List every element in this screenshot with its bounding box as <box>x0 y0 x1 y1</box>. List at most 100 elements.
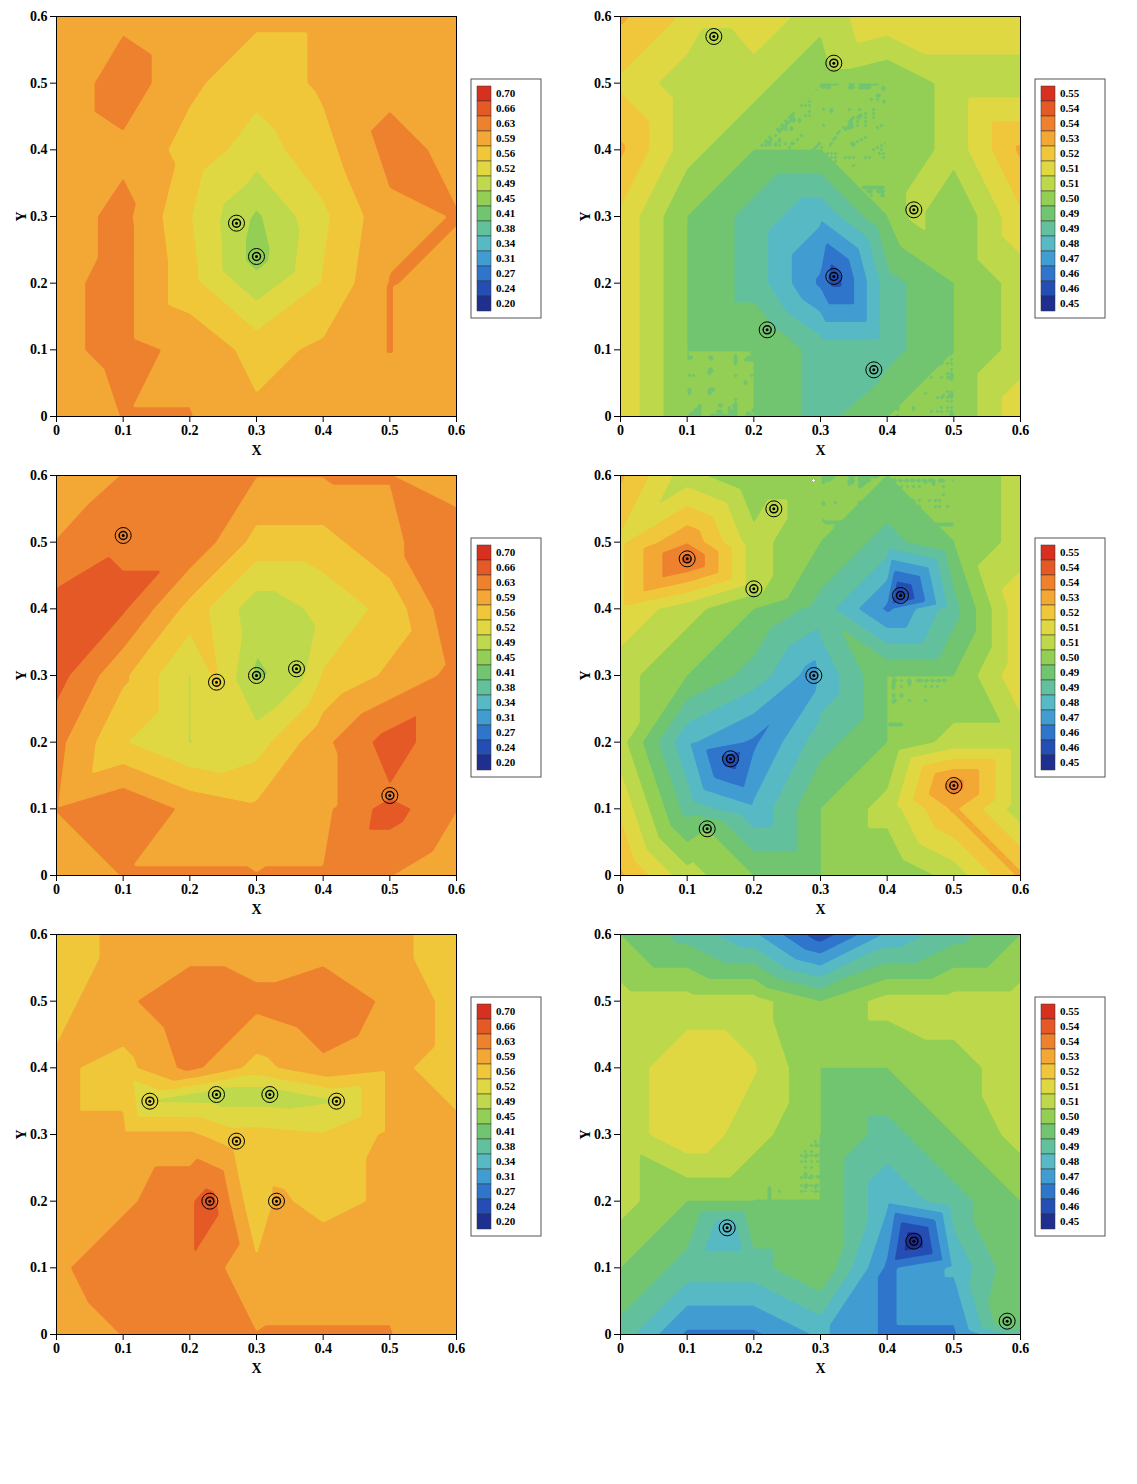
svg-text:0.70: 0.70 <box>496 1005 516 1017</box>
svg-text:0.31: 0.31 <box>496 711 515 723</box>
svg-text:0: 0 <box>53 1341 60 1356</box>
svg-text:0.41: 0.41 <box>496 666 515 678</box>
svg-text:0.59: 0.59 <box>496 132 516 144</box>
svg-text:0.2: 0.2 <box>181 423 199 438</box>
svg-text:0.52: 0.52 <box>496 1080 516 1092</box>
svg-text:0.20: 0.20 <box>496 756 516 768</box>
svg-text:0.4: 0.4 <box>314 1341 332 1356</box>
svg-text:0.66: 0.66 <box>496 1020 516 1032</box>
svg-text:X: X <box>251 443 261 458</box>
svg-text:0.24: 0.24 <box>496 741 516 753</box>
svg-text:0.1: 0.1 <box>678 423 696 438</box>
svg-text:Y: Y <box>578 1129 593 1139</box>
svg-text:X: X <box>815 443 825 458</box>
svg-text:0.4: 0.4 <box>30 142 48 157</box>
svg-text:Y: Y <box>578 211 593 221</box>
svg-text:0.54: 0.54 <box>1060 117 1080 129</box>
svg-text:0.45: 0.45 <box>496 1110 516 1122</box>
svg-text:0.52: 0.52 <box>1060 606 1080 618</box>
svg-text:0.5: 0.5 <box>381 882 399 897</box>
svg-text:0.34: 0.34 <box>496 1155 516 1167</box>
svg-text:0: 0 <box>41 868 48 883</box>
svg-text:0.49: 0.49 <box>496 177 516 189</box>
svg-text:0.55: 0.55 <box>1060 1005 1080 1017</box>
svg-text:0.49: 0.49 <box>1060 666 1080 678</box>
svg-text:0.6: 0.6 <box>1012 882 1030 897</box>
svg-text:0: 0 <box>605 1327 612 1342</box>
svg-text:0.55: 0.55 <box>1060 546 1080 558</box>
svg-text:0.56: 0.56 <box>496 606 516 618</box>
svg-text:Y: Y <box>14 1129 29 1139</box>
svg-text:0.4: 0.4 <box>594 1060 612 1075</box>
svg-text:0.1: 0.1 <box>678 882 696 897</box>
svg-text:0.5: 0.5 <box>30 994 48 1009</box>
svg-text:0.5: 0.5 <box>945 1341 963 1356</box>
svg-text:0.59: 0.59 <box>496 591 516 603</box>
svg-text:0.51: 0.51 <box>1060 621 1079 633</box>
svg-text:0.5: 0.5 <box>381 1341 399 1356</box>
svg-text:0.45: 0.45 <box>1060 1215 1080 1227</box>
svg-text:0.3: 0.3 <box>248 882 266 897</box>
svg-text:0.2: 0.2 <box>30 276 48 291</box>
svg-text:0.6: 0.6 <box>30 9 48 24</box>
svg-text:0.2: 0.2 <box>181 882 199 897</box>
svg-text:0.31: 0.31 <box>496 1170 515 1182</box>
svg-text:0.34: 0.34 <box>496 696 516 708</box>
svg-text:Y: Y <box>14 670 29 680</box>
svg-text:0: 0 <box>53 882 60 897</box>
svg-text:0.49: 0.49 <box>1060 222 1080 234</box>
svg-text:0.46: 0.46 <box>1060 726 1080 738</box>
svg-text:0.3: 0.3 <box>248 1341 266 1356</box>
svg-text:0.54: 0.54 <box>1060 576 1080 588</box>
svg-text:0.1: 0.1 <box>594 342 612 357</box>
svg-text:Y: Y <box>578 670 593 680</box>
svg-text:0.5: 0.5 <box>945 882 963 897</box>
svg-text:0.5: 0.5 <box>594 535 612 550</box>
svg-text:0.50: 0.50 <box>1060 192 1080 204</box>
svg-text:0.1: 0.1 <box>30 801 48 816</box>
svg-text:0.3: 0.3 <box>594 209 612 224</box>
svg-text:0.38: 0.38 <box>496 1140 516 1152</box>
svg-text:0.2: 0.2 <box>594 735 612 750</box>
svg-text:0.20: 0.20 <box>496 1215 516 1227</box>
svg-text:0.3: 0.3 <box>594 1127 612 1142</box>
svg-text:0.49: 0.49 <box>1060 207 1080 219</box>
svg-text:0: 0 <box>617 423 624 438</box>
svg-text:0: 0 <box>617 882 624 897</box>
svg-text:0.1: 0.1 <box>114 1341 131 1356</box>
svg-text:0.54: 0.54 <box>1060 1020 1080 1032</box>
svg-text:0.4: 0.4 <box>30 601 48 616</box>
svg-text:0.20: 0.20 <box>496 297 516 309</box>
svg-text:0.45: 0.45 <box>1060 756 1080 768</box>
svg-text:0.6: 0.6 <box>448 882 466 897</box>
svg-text:0: 0 <box>53 423 60 438</box>
svg-text:0.6: 0.6 <box>1012 423 1030 438</box>
svg-text:0.31: 0.31 <box>496 252 515 264</box>
svg-text:0.66: 0.66 <box>496 102 516 114</box>
svg-text:0.70: 0.70 <box>496 546 516 558</box>
svg-text:0.4: 0.4 <box>878 882 896 897</box>
svg-text:0.51: 0.51 <box>1060 1080 1079 1092</box>
svg-text:0.52: 0.52 <box>496 621 516 633</box>
svg-text:0.46: 0.46 <box>1060 1185 1080 1197</box>
svg-text:0.4: 0.4 <box>314 882 332 897</box>
svg-text:0.54: 0.54 <box>1060 1035 1080 1047</box>
svg-text:0.3: 0.3 <box>30 1127 48 1142</box>
svg-text:0.46: 0.46 <box>1060 741 1080 753</box>
svg-text:0.5: 0.5 <box>30 76 48 91</box>
svg-text:0.2: 0.2 <box>594 1194 612 1209</box>
svg-text:0.3: 0.3 <box>30 668 48 683</box>
svg-text:0.45: 0.45 <box>496 651 516 663</box>
svg-text:0.47: 0.47 <box>1060 1170 1080 1182</box>
svg-text:0.38: 0.38 <box>496 222 516 234</box>
svg-text:0.3: 0.3 <box>594 668 612 683</box>
svg-text:0.47: 0.47 <box>1060 711 1080 723</box>
svg-text:0.38: 0.38 <box>496 681 516 693</box>
svg-text:0.56: 0.56 <box>496 1065 516 1077</box>
svg-text:0.51: 0.51 <box>1060 636 1079 648</box>
svg-text:0: 0 <box>605 868 612 883</box>
svg-text:0.6: 0.6 <box>1012 1341 1030 1356</box>
svg-text:0: 0 <box>617 1341 624 1356</box>
svg-text:0.6: 0.6 <box>594 9 612 24</box>
svg-text:0.70: 0.70 <box>496 87 516 99</box>
